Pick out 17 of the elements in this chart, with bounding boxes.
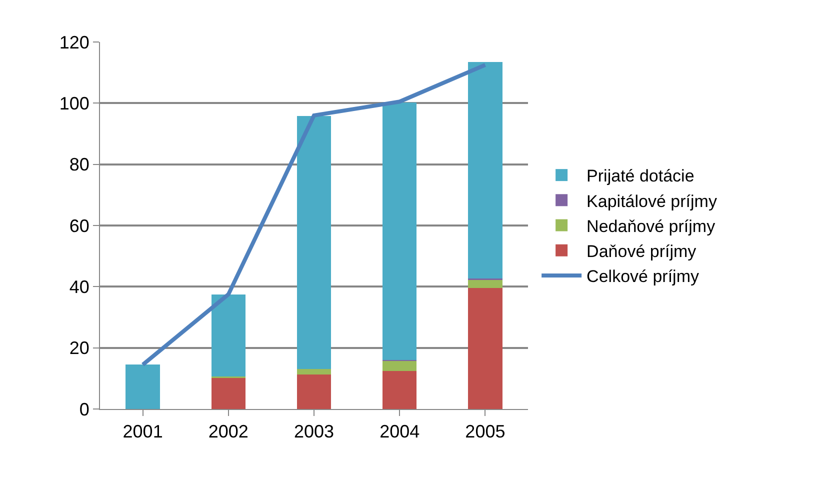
legend-label: Prijaté dotácie [586,166,694,186]
x-tick-label: 2005 [465,422,506,442]
x-tick-label: 2001 [122,422,163,442]
y-tick-label: 60 [69,216,90,236]
y-tick-label: 0 [79,399,90,420]
y-tick-label: 120 [59,32,90,52]
legend-label: Daňové príjmy [586,242,697,261]
y-tick-label: 40 [69,276,90,297]
y-tick-label: 80 [69,154,90,175]
x-tick-label: 2003 [294,422,334,442]
x-tick-label: 2004 [380,422,420,442]
y-tick-label: 20 [69,338,90,358]
x-tick-label: 2002 [208,422,248,442]
legend-label: Nedaňové príjmy [586,216,716,236]
y-tick-label: 100 [59,93,90,114]
legend-label: Kapitálové príjmy [586,192,718,211]
legend-label: Celkové príjmy [586,267,700,286]
